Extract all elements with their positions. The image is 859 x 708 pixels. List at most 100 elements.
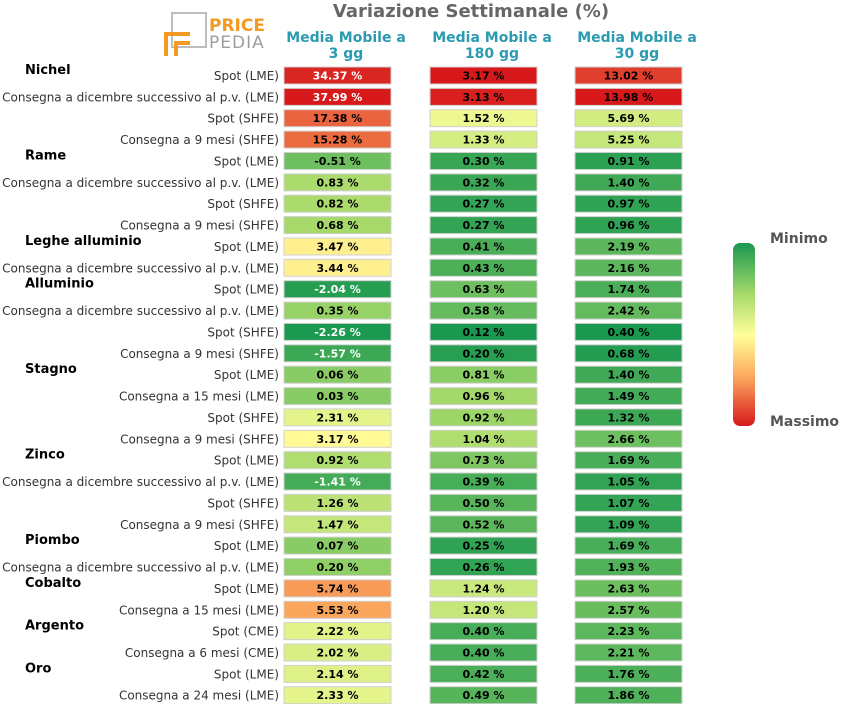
heat-cell (283, 600, 392, 619)
cell-value-label: 1.74 % (608, 283, 650, 296)
cell-value-label: 0.20 % (317, 561, 359, 574)
heat-cell (574, 579, 683, 598)
group-label: Zinco (25, 448, 65, 463)
cell-value-label: 3.17 % (463, 70, 505, 83)
cell-value-label: 0.40 % (463, 625, 505, 638)
cell-value-label: 0.03 % (317, 390, 359, 403)
cell-value-label: -2.26 % (314, 326, 361, 339)
heat-cell (574, 344, 683, 363)
row-label: Consegna a 15 mesi (LME) (119, 603, 279, 617)
heat-cell (283, 344, 392, 363)
row-label: Consegna a dicembre successivo al p.v. (… (2, 304, 279, 318)
cell-value-label: 1.24 % (463, 582, 505, 595)
cell-value-label: 0.83 % (317, 176, 359, 189)
heat-cell (574, 622, 683, 641)
heat-cell (574, 600, 683, 619)
color-legend: Minimo Massimo (733, 231, 839, 430)
row-label: Consegna a 9 mesi (SHFE) (120, 133, 279, 147)
cell-value-label: 0.39 % (463, 476, 505, 489)
heat-cell (574, 451, 683, 470)
cell-value-label: -1.41 % (314, 476, 361, 489)
cell-value-label: 0.50 % (463, 497, 505, 510)
heat-cell (429, 429, 538, 448)
group-label: Piombo (25, 533, 80, 548)
cell-value-label: 2.22 % (317, 625, 359, 638)
column-header-30gg-line1: Media Mobile a (577, 30, 697, 46)
cell-value-label: 1.93 % (608, 561, 650, 574)
cell-value-label: 1.47 % (317, 518, 359, 531)
cell-value-label: 0.30 % (463, 155, 505, 168)
pricepedia-logo: PRICE PEDIA (164, 12, 265, 56)
heat-cell (283, 194, 392, 213)
heat-cell (283, 536, 392, 555)
cell-value-label: 0.92 % (317, 454, 359, 467)
heat-cell (574, 365, 683, 384)
row-label: Spot (LME) (214, 283, 279, 297)
heat-cell (283, 322, 392, 341)
group-label: Stagno (25, 362, 77, 377)
cell-value-label: 2.42 % (608, 305, 650, 318)
row-label: Consegna a dicembre successivo al p.v. (… (2, 176, 279, 190)
heat-cell (574, 664, 683, 683)
heat-cell (429, 664, 538, 683)
row-label: Spot (SHFE) (207, 325, 279, 339)
cell-value-label: 2.16 % (608, 262, 650, 275)
cell-value-label: 0.49 % (463, 689, 505, 702)
logo-text-bottom: PEDIA (209, 33, 265, 53)
cell-value-label: 3.13 % (463, 91, 505, 104)
row-label: Spot (LME) (214, 240, 279, 254)
heat-cell (429, 130, 538, 149)
cell-value-label: 1.04 % (463, 433, 505, 446)
row-label: Spot (LME) (214, 368, 279, 382)
row-label: Consegna a dicembre successivo al p.v. (… (2, 90, 279, 104)
heat-cell (429, 600, 538, 619)
cell-value-label: 0.92 % (463, 411, 505, 424)
heat-cell (283, 387, 392, 406)
heat-cell (574, 536, 683, 555)
heat-cell (429, 301, 538, 320)
cell-value-label: 0.26 % (463, 561, 505, 574)
heat-cell (283, 152, 392, 170)
cell-value-label: 0.52 % (463, 518, 505, 531)
row-label: Spot (SHFE) (207, 197, 279, 211)
heat-cell (283, 429, 392, 448)
group-label: Argento (25, 619, 84, 634)
cell-value-label: 0.07 % (317, 540, 359, 553)
column-header-3gg-line1: Media Mobile a (286, 30, 406, 46)
cell-value-label: 1.32 % (608, 411, 650, 424)
heat-cell (429, 558, 538, 576)
cell-value-label: 0.82 % (317, 198, 359, 211)
row-label: Spot (LME) (214, 539, 279, 553)
heat-cell (429, 237, 538, 256)
row-label: Consegna a 15 mesi (LME) (119, 390, 279, 404)
cell-value-label: 0.96 % (463, 390, 505, 403)
heat-cell (429, 451, 538, 470)
cell-value-label: 1.40 % (608, 176, 650, 189)
logo-mark-inner (174, 41, 190, 56)
row-label: Consegna a 6 mesi (CME) (125, 646, 279, 660)
cell-value-label: 1.52 % (463, 112, 505, 125)
cell-value-label: 0.58 % (463, 305, 505, 318)
cell-value-label: 1.33 % (463, 134, 505, 147)
heat-cell (574, 130, 683, 149)
cell-value-label: 0.43 % (463, 262, 505, 275)
cell-value-label: -1.57 % (314, 347, 361, 360)
row-label: Consegna a 24 mesi (LME) (119, 689, 279, 703)
column-header-3gg-line2: 3 gg (329, 46, 364, 62)
heat-cell (574, 280, 683, 299)
heat-cell (429, 515, 538, 534)
chart-title: Variazione Settimanale (%) (333, 1, 609, 22)
heat-cell (283, 258, 392, 277)
logo-text-top: PRICE (209, 16, 265, 36)
heat-cell (283, 109, 392, 128)
heat-cell (429, 258, 538, 277)
heat-cell (283, 493, 392, 512)
cell-value-label: 0.68 % (317, 219, 359, 232)
cell-value-label: 0.20 % (463, 347, 505, 360)
cell-value-label: 2.63 % (608, 582, 650, 595)
heat-cell (574, 558, 683, 576)
heat-cell (429, 322, 538, 341)
heat-cell (574, 301, 683, 320)
heat-cell (283, 558, 392, 576)
